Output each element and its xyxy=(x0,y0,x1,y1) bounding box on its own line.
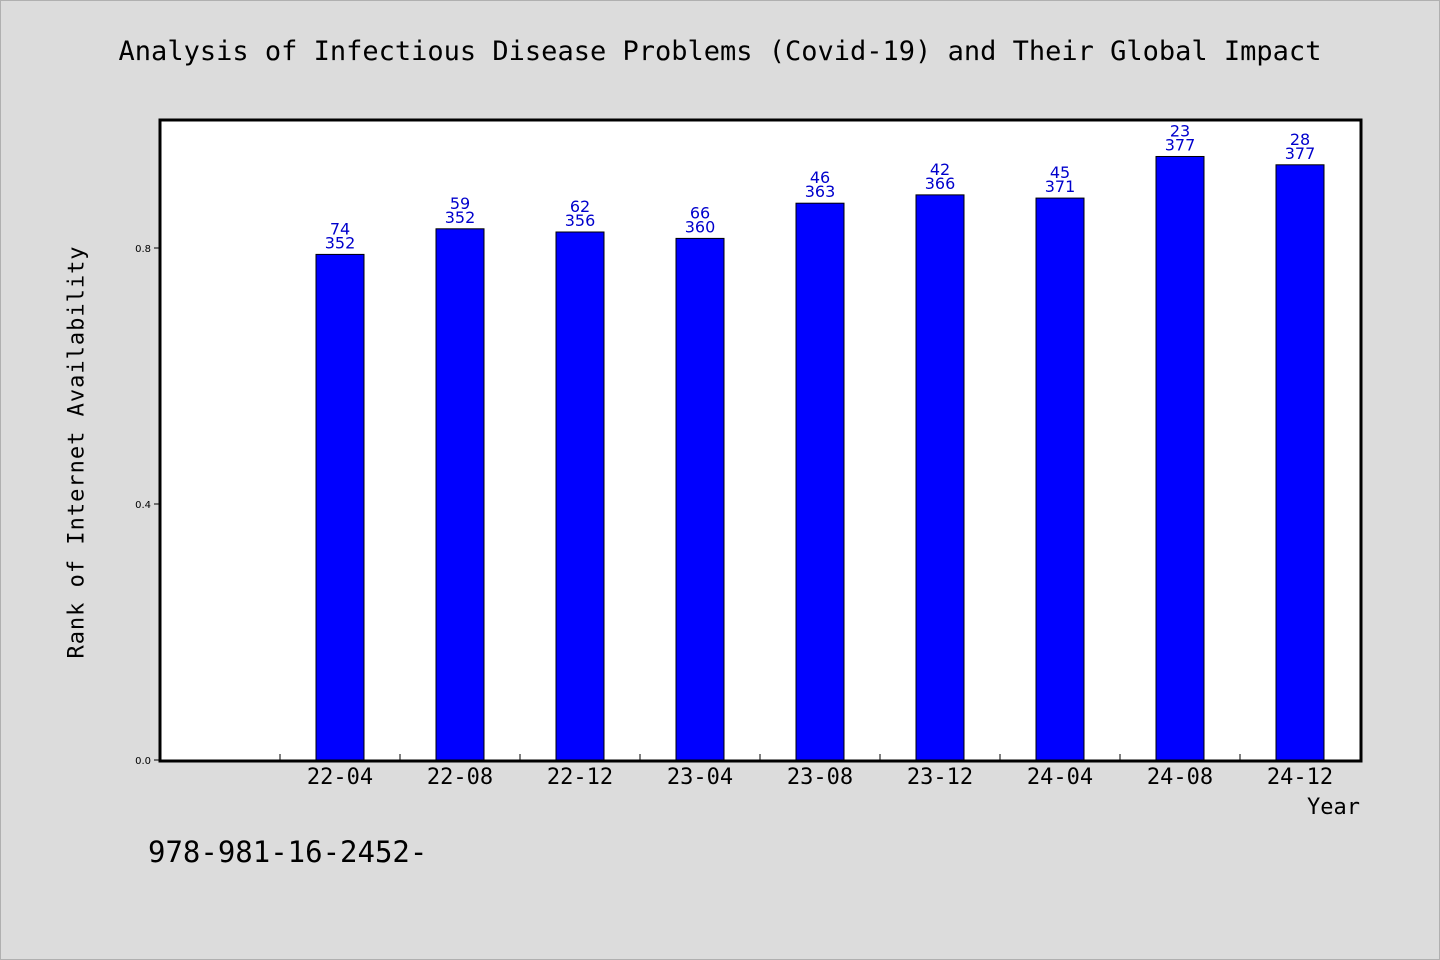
x-tick-label: 24-12 xyxy=(1267,765,1333,790)
bar-label-total: 352 xyxy=(325,233,356,252)
bar-label-rank: 62 xyxy=(570,197,590,216)
bar-label-rank: 66 xyxy=(690,203,710,222)
bar xyxy=(795,202,845,761)
bar-label-rank: 59 xyxy=(450,194,470,213)
bar-label-total: 371 xyxy=(1045,177,1076,196)
x-tick-label: 24-08 xyxy=(1147,765,1213,790)
x-tick-label: 22-04 xyxy=(307,765,373,790)
bar xyxy=(555,231,605,761)
bar xyxy=(435,228,485,761)
bar xyxy=(1035,197,1085,761)
bar xyxy=(1155,155,1205,761)
bar-label-total: 366 xyxy=(925,174,956,193)
y-tick-label: 0.0 xyxy=(135,756,151,767)
y-tick-label: 0.8 xyxy=(135,244,151,255)
x-tick-label: 24-04 xyxy=(1027,765,1093,790)
x-tick-label: 22-12 xyxy=(547,765,613,790)
x-axis: 22-04 22-08 22-12 23-04 23-08 23-12 24-04 24-08… xyxy=(279,754,1361,790)
chart-title: Analysis of Infectious Disease Problems … xyxy=(118,36,1322,67)
x-tick-label: 23-04 xyxy=(667,765,733,790)
x-tick-label: 23-12 xyxy=(907,765,973,790)
bar-label-rank: 23 xyxy=(1170,121,1190,140)
bar xyxy=(1275,164,1325,761)
bar-label-total: 377 xyxy=(1165,135,1196,154)
y-tick-label: 0.4 xyxy=(135,500,151,511)
bar-label-total: 360 xyxy=(685,217,716,236)
x-tick-label: 22-08 xyxy=(427,765,493,790)
footer-code: 978-981-16-2452- xyxy=(148,835,428,869)
bar-label-total: 363 xyxy=(805,182,836,201)
bar-label-total: 356 xyxy=(565,211,596,230)
x-axis-title: Year xyxy=(1307,795,1360,820)
bar xyxy=(675,237,725,761)
bar xyxy=(315,253,365,761)
bar-label-rank: 46 xyxy=(810,168,830,187)
bar-label-rank: 74 xyxy=(330,219,350,238)
y-axis: 0.0 0.4 0.8 xyxy=(135,244,160,767)
bar xyxy=(915,194,965,761)
bar-label-total: 352 xyxy=(445,208,476,227)
bar-label-rank: 28 xyxy=(1290,130,1310,149)
bar-label-total: 377 xyxy=(1285,144,1316,163)
bar-label-rank: 42 xyxy=(930,160,950,179)
bar-label-rank: 45 xyxy=(1050,163,1070,182)
bars-layer xyxy=(315,155,1325,761)
x-tick-label: 23-08 xyxy=(787,765,853,790)
